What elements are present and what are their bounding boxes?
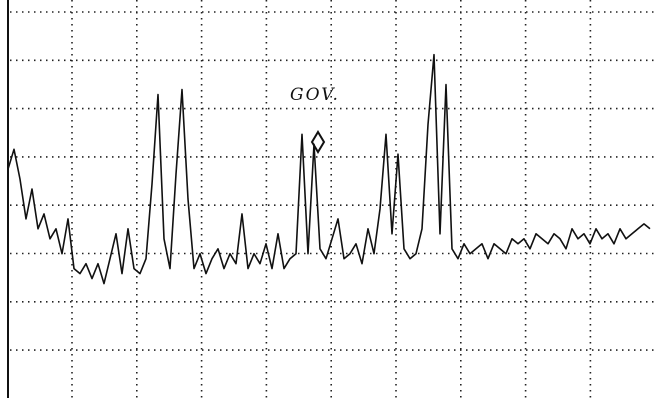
grid	[10, 0, 654, 398]
marker-diamond	[310, 130, 326, 154]
annotation: GOV.	[290, 85, 340, 105]
trace	[7, 53, 651, 285]
